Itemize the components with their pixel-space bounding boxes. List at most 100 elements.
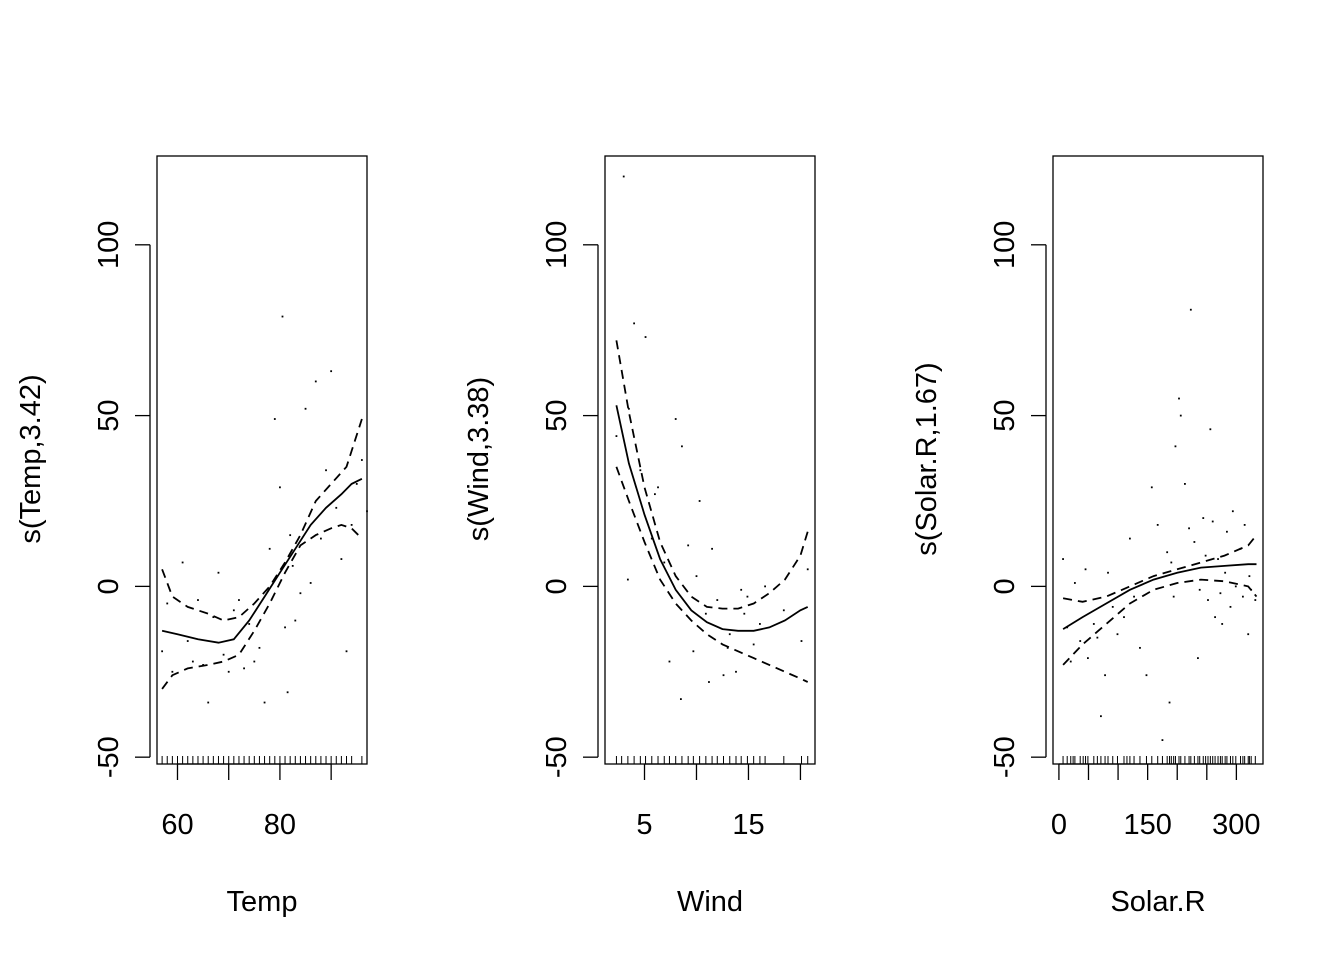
residual-point [633, 322, 636, 325]
residual-point [1250, 588, 1253, 591]
residual-point [1062, 558, 1064, 560]
y-tick-label: 50 [93, 399, 125, 431]
residual-point [1202, 517, 1205, 519]
residual-point [1172, 595, 1175, 598]
residual-point [268, 547, 271, 550]
residual-point [695, 575, 698, 578]
plot-frame [1052, 155, 1264, 765]
lower-band-line [1062, 578, 1258, 666]
residual-point [752, 643, 755, 646]
y-tick-label: -50 [989, 736, 1021, 778]
residual-point [1150, 486, 1153, 489]
x-tick-label: 80 [264, 809, 296, 841]
y-tick-label: 100 [989, 221, 1021, 269]
y-tick-label: 0 [93, 578, 125, 594]
residual-point [726, 646, 729, 649]
residual-point [628, 407, 630, 410]
y-tick-label: 0 [541, 578, 573, 594]
residual-point [212, 616, 215, 619]
panel-solar-r: -50 0 50 100 0 150 300 Solar.R s(Solar.R,1.67) [911, 155, 1264, 918]
x-tick-label: 15 [732, 809, 764, 841]
x-tick-label: 5 [636, 809, 652, 841]
residual-point [674, 418, 677, 420]
residual-point [711, 547, 713, 550]
residual-point [1104, 674, 1106, 677]
residual-point [740, 588, 743, 591]
residual-point [299, 592, 302, 595]
residual-point [281, 315, 284, 318]
residual-point [335, 506, 338, 509]
residual-point [1211, 520, 1214, 523]
residual-point [222, 653, 225, 656]
residual-point [1087, 657, 1089, 660]
x-tick-label: 60 [161, 809, 193, 841]
residual-point [644, 336, 647, 338]
upper-band-line [161, 418, 363, 622]
y-axis-title: s(Temp,3.42) [15, 374, 47, 543]
residual-point [166, 602, 169, 605]
residual-point [1184, 483, 1186, 485]
residual-point [217, 571, 220, 574]
residual-point [615, 435, 618, 437]
residual-point [1214, 616, 1216, 619]
residual-point [248, 623, 251, 625]
x-tick-label: 150 [1123, 809, 1171, 841]
residual-point [345, 650, 348, 653]
smooth-fit-line [1062, 563, 1257, 630]
residual-point [1156, 523, 1159, 526]
residual-point [291, 564, 294, 567]
residual-point [1168, 701, 1171, 704]
y-tick-label: 100 [93, 221, 125, 269]
residual-point [197, 599, 199, 601]
residual-point [657, 486, 659, 489]
residual-point [759, 623, 761, 625]
residual-point [663, 561, 666, 564]
residual-point [704, 612, 707, 615]
residual-point [1096, 636, 1099, 639]
residual-point [355, 483, 358, 485]
residual-point [289, 534, 292, 537]
plot-frame [156, 155, 368, 765]
residual-point [1209, 428, 1212, 431]
residual-point [232, 609, 235, 612]
residual-point [227, 670, 230, 673]
residual-point [1129, 537, 1131, 540]
residual-point [1198, 588, 1201, 591]
residual-point [1207, 599, 1209, 601]
residual-point [1069, 660, 1072, 663]
x-tick-label: 300 [1212, 809, 1260, 841]
residual-point [764, 585, 766, 588]
residual-point [1221, 623, 1224, 625]
residual-point [1116, 633, 1119, 636]
residual-point [366, 510, 368, 513]
residual-point [679, 698, 682, 701]
residual-point [654, 493, 656, 496]
residual-point [207, 701, 210, 704]
y-tick-label: -50 [93, 736, 125, 778]
residual-point [1219, 592, 1222, 595]
residual-point [350, 523, 353, 526]
residual-point [238, 599, 240, 601]
residual-point [1243, 523, 1246, 526]
residual-point [1079, 640, 1082, 642]
residual-point [1224, 571, 1227, 574]
x-axis-title: Wind [677, 886, 743, 918]
residual-point [735, 670, 737, 673]
residual-point [191, 660, 194, 663]
plot-frame [604, 155, 816, 765]
x-axis-title: Temp [227, 886, 298, 918]
smooth-fit-line [615, 405, 809, 632]
residual-point [782, 609, 785, 612]
residual-point [1145, 674, 1148, 677]
residual-point [273, 418, 276, 420]
y-axis-title: s(Wind,3.38) [463, 377, 495, 541]
x-axis-title: Solar.R [1110, 886, 1205, 918]
residual-point [1092, 623, 1095, 625]
residual-point [1084, 568, 1087, 571]
residual-point [1254, 599, 1257, 601]
residual-point [286, 691, 289, 694]
residual-point [668, 660, 671, 663]
residual-point [650, 537, 653, 540]
residual-point [1241, 595, 1244, 598]
